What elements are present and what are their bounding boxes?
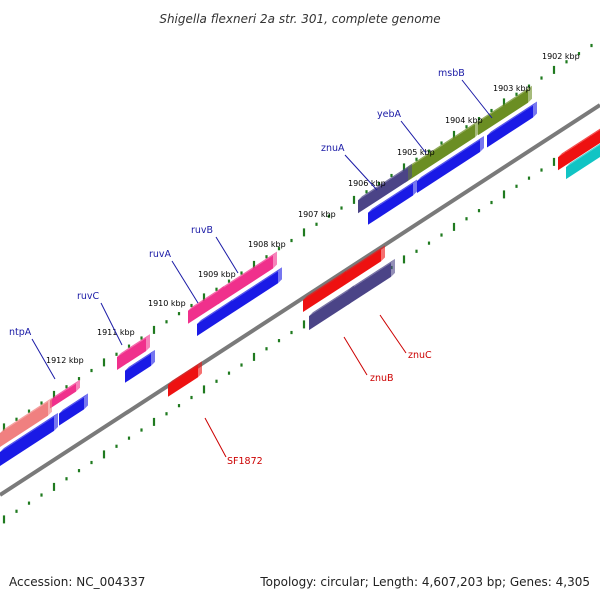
tick-labels: 1902 kbp 1903 kbp 1904 kbp 1905 kbp 1906… bbox=[46, 52, 580, 365]
forward-gene-labels: msbB yebA znuA ruvB ruvA ruvC ntpA bbox=[9, 68, 465, 338]
leader-ruvA bbox=[171, 260, 199, 304]
tick-label: 1906 kbp bbox=[348, 179, 386, 188]
tick-label: 1909 kbp bbox=[198, 270, 236, 279]
leader-SF1872 bbox=[204, 417, 227, 458]
gene-label-ruvB[interactable]: ruvB bbox=[191, 225, 213, 236]
tick-label: 1912 kbp bbox=[46, 356, 84, 365]
gene-block-msbB[interactable] bbox=[478, 85, 532, 136]
gene-block-red-mid[interactable] bbox=[303, 270, 346, 313]
gene-block-ntpA[interactable] bbox=[50, 379, 80, 409]
cds-block[interactable] bbox=[197, 299, 232, 336]
tick-label: 1907 kbp bbox=[298, 210, 336, 219]
gene-label-znuB[interactable]: znuB bbox=[370, 373, 394, 384]
gene-label-SF1872[interactable]: SF1872 bbox=[227, 456, 263, 467]
gene-label-ruvC[interactable]: ruvC bbox=[77, 291, 100, 302]
gene-block-yebA[interactable] bbox=[405, 120, 479, 183]
leader-znuA bbox=[344, 154, 378, 191]
tick-label: 1904 kbp bbox=[445, 116, 483, 125]
gene-label-leaders bbox=[31, 79, 493, 458]
cds-block[interactable] bbox=[125, 349, 155, 383]
gene-label-znuC[interactable]: znuC bbox=[408, 350, 432, 361]
reverse-gene-labels: znuC znuB SF1872 bbox=[227, 350, 432, 467]
leader-ntpA bbox=[31, 338, 56, 380]
genome-summary-text: Topology: circular; Length: 4,607,203 bp… bbox=[259, 575, 590, 589]
cds-block[interactable] bbox=[487, 101, 537, 148]
gene-block-SF1872[interactable] bbox=[168, 361, 202, 397]
gene-block-znuA[interactable] bbox=[358, 163, 412, 214]
gene-label-ntpA[interactable]: ntpA bbox=[9, 327, 32, 338]
tick-label: 1910 kbp bbox=[148, 299, 186, 308]
inner-tick-ring bbox=[2, 135, 593, 524]
accession-text: Accession: NC_004337 bbox=[9, 575, 145, 589]
cds-block[interactable] bbox=[0, 412, 58, 466]
cds-block[interactable] bbox=[417, 136, 484, 193]
genome-backbone bbox=[0, 103, 600, 497]
gene-block-ruvA[interactable] bbox=[188, 286, 224, 324]
feature-track bbox=[0, 85, 600, 466]
leader-msbB bbox=[461, 79, 493, 119]
cds-block[interactable] bbox=[59, 393, 88, 426]
gene-block-ruvB[interactable] bbox=[218, 251, 277, 305]
gene-block-znuB[interactable] bbox=[309, 285, 354, 331]
gene-label-yebA[interactable]: yebA bbox=[377, 109, 401, 120]
tick-label: 1905 kbp bbox=[397, 148, 435, 157]
gene-label-msbB[interactable]: msbB bbox=[438, 68, 465, 79]
leader-ruvB bbox=[215, 236, 239, 274]
cds-block[interactable] bbox=[368, 179, 417, 225]
gene-block-ruvC[interactable] bbox=[117, 334, 150, 370]
leader-znuC bbox=[379, 314, 407, 354]
tick-label: 1903 kbp bbox=[493, 84, 531, 93]
gene-block-cyan[interactable] bbox=[566, 141, 600, 180]
gene-block-red-right[interactable] bbox=[558, 126, 600, 171]
leader-znuB bbox=[343, 336, 368, 376]
tick-label: 1902 kbp bbox=[542, 52, 580, 61]
leader-yebA bbox=[400, 120, 427, 154]
gene-block-znuC[interactable] bbox=[342, 245, 385, 287]
cds-block[interactable] bbox=[228, 267, 282, 316]
tick-label: 1908 kbp bbox=[248, 240, 286, 249]
leader-ruvC bbox=[100, 302, 123, 346]
gene-label-ruvA[interactable]: ruvA bbox=[149, 249, 172, 260]
gene-label-znuA[interactable]: znuA bbox=[321, 143, 345, 154]
gene-block-salmon[interactable] bbox=[0, 397, 52, 447]
gene-block-znuB-upper[interactable] bbox=[348, 258, 395, 305]
outer-tick-ring bbox=[2, 43, 593, 432]
map-title: Shigella flexneri 2a str. 301, complete … bbox=[159, 12, 440, 26]
